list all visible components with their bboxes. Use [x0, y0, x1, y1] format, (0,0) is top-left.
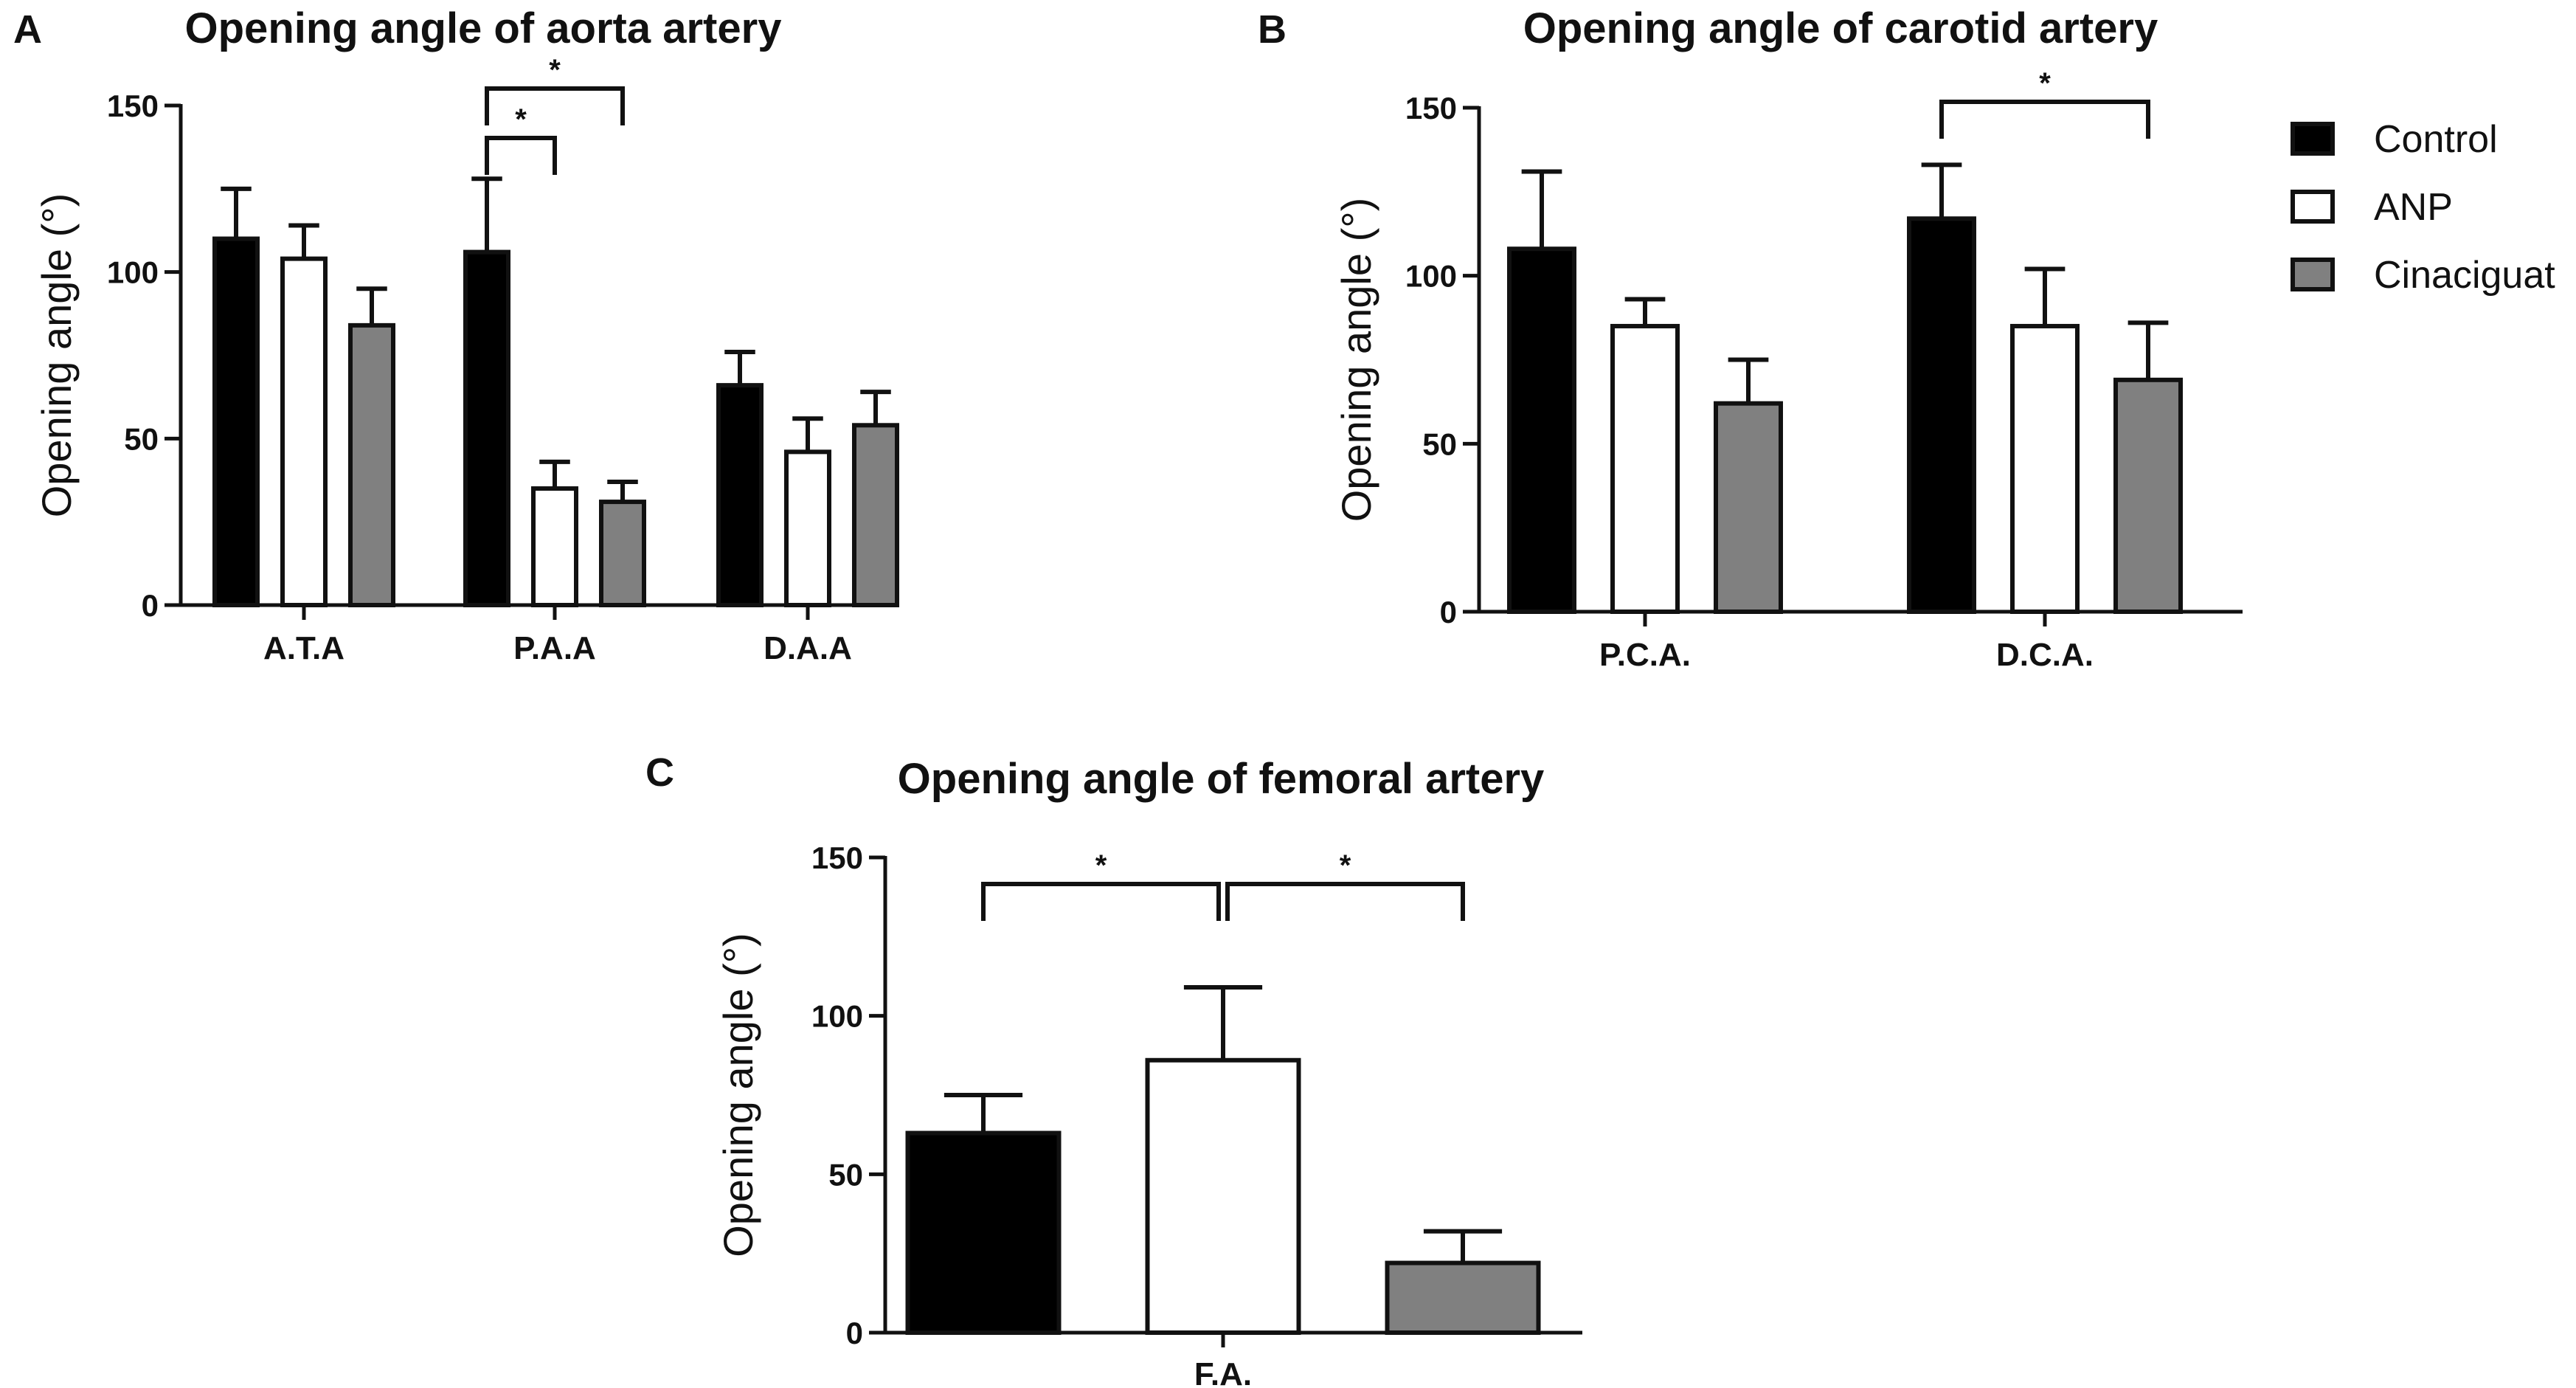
significance-bracket [1939, 100, 2150, 139]
bar-cinaciguat-fa [1385, 1260, 1541, 1335]
y-tick-label: 50 [1422, 427, 1457, 461]
bar-control-daa [716, 383, 764, 607]
significance-label: * [2039, 67, 2051, 100]
legend: Control ANP Cinaciguat [2291, 118, 2555, 297]
bar-cinaciguat-daa [852, 423, 899, 608]
significance-bracket [485, 86, 625, 125]
y-axis-label: Opening angle (°) [1333, 198, 1379, 522]
significance-bracket [1225, 882, 1465, 921]
bar-control-ata [212, 236, 260, 607]
y-tick-label: 0 [1440, 595, 1457, 629]
y-tick-label: 100 [811, 999, 863, 1034]
bar-anp-pca [1610, 323, 1680, 614]
bar-anp-fa [1145, 1057, 1301, 1335]
bar-cinaciguat-pca [1714, 401, 1783, 615]
bar-control-fa [905, 1130, 1062, 1336]
significance-label: * [1340, 849, 1351, 882]
significance-bracket [981, 882, 1221, 921]
legend-swatch-cinaciguat [2291, 258, 2335, 291]
significance-bracket [485, 136, 557, 175]
x-category-label: P.C.A. [1599, 637, 1691, 673]
x-category-label: P.A.A [513, 630, 596, 666]
panel-letter: C [645, 750, 674, 795]
significance-label: * [549, 54, 561, 86]
significance-label: * [1095, 849, 1107, 882]
bar-control-paa [463, 249, 510, 607]
y-axis-label: Opening angle (°) [33, 193, 80, 518]
chart-title: Opening angle of carotid artery [1523, 4, 2158, 52]
bar-control-pca [1507, 246, 1576, 614]
x-category-label: D.A.A [764, 630, 852, 666]
panel-letter: A [13, 7, 42, 52]
y-tick-label: 100 [107, 255, 159, 290]
bar-anp-ata [280, 256, 328, 607]
legend-label-anp: ANP [2374, 186, 2453, 229]
y-tick-label: 0 [142, 588, 159, 623]
chart-panel-a: A Opening angle of aorta artery Opening an… [13, 4, 899, 666]
y-tick-label: 0 [846, 1316, 863, 1350]
y-tick-label: 50 [828, 1157, 863, 1192]
y-tick-label: 150 [107, 89, 159, 123]
y-tick-label: 150 [811, 840, 863, 875]
chart-title: Opening angle of femoral artery [898, 755, 1545, 803]
x-category-label: A.T.A [263, 630, 344, 666]
bar-anp-daa [784, 449, 831, 607]
legend-label-control: Control [2374, 118, 2498, 161]
bar-cinaciguat-ata [348, 322, 395, 607]
bar-anp-paa [531, 486, 578, 607]
bar-control-dca [1907, 216, 1976, 614]
bar-anp-dca [2010, 323, 2080, 614]
legend-label-cinaciguat: Cinaciguat [2374, 254, 2555, 297]
y-tick-label: 50 [124, 421, 159, 456]
legend-swatch-control [2291, 122, 2335, 156]
y-tick-label: 150 [1405, 91, 1457, 125]
chart-panel-c: C Opening angle of femoral artery Opening … [645, 750, 1582, 1388]
chart-panel-b: B Opening angle of carotid artery Opening … [1258, 4, 2243, 673]
bar-cinaciguat-paa [599, 500, 646, 607]
y-tick-label: 100 [1405, 259, 1457, 294]
legend-swatch-anp [2291, 190, 2335, 224]
bar-cinaciguat-dca [2113, 377, 2183, 614]
x-category-label: D.C.A. [1996, 637, 2094, 673]
panel-letter: B [1258, 7, 1287, 52]
chart-title: Opening angle of aorta artery [185, 4, 782, 52]
x-category-label: F.A. [1194, 1356, 1252, 1388]
significance-label: * [515, 103, 527, 136]
y-axis-label: Opening angle (°) [715, 933, 761, 1257]
